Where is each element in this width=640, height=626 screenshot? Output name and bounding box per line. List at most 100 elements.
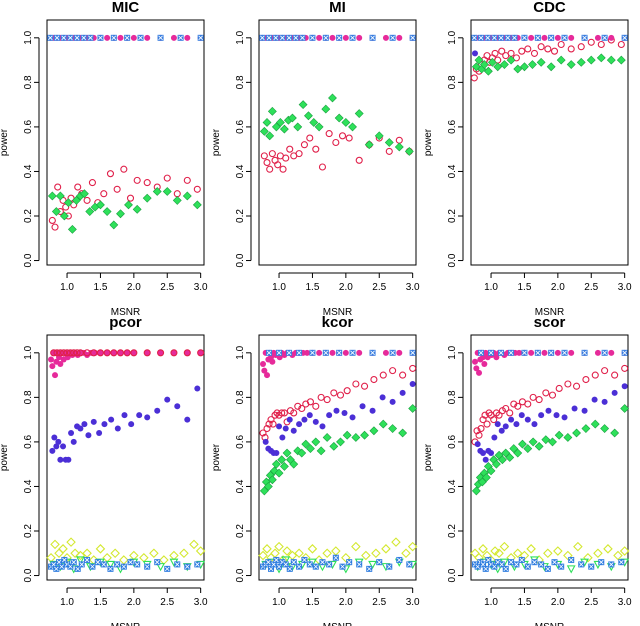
data-point-s1: [582, 375, 590, 384]
x-tick-label: 3.0: [618, 597, 632, 608]
data-point-s6-x: [568, 557, 574, 563]
data-point-s5-x: [498, 35, 504, 41]
data-point-s3: [301, 439, 311, 449]
data-point-s4: [603, 544, 613, 554]
data-point-s3: [594, 34, 601, 41]
data-point-s5: [110, 349, 117, 356]
y-tick-label: 0.4: [447, 164, 458, 178]
data-point-s1: [507, 49, 515, 57]
data-point-s6-x: [296, 564, 302, 569]
data-point-s6-x: [397, 557, 402, 563]
data-point-s3: [581, 424, 591, 433]
data-point-s6-x: [552, 559, 557, 565]
data-point-s3: [408, 404, 418, 413]
data-point-s3: [620, 404, 630, 413]
data-point-s1: [279, 165, 287, 173]
data-point-s3: [271, 459, 281, 469]
data-point-s3: [274, 468, 284, 478]
data-point-s2: [70, 548, 80, 559]
data-point-s4-x: [410, 35, 415, 41]
data-point-s1: [470, 74, 478, 82]
data-point-s1: [510, 400, 518, 408]
data-point-s4-x: [260, 35, 265, 41]
x-tick-label: 2.5: [584, 282, 598, 293]
data-point-s1: [495, 411, 503, 419]
data-point-s2: [46, 552, 56, 563]
data-point-s6-x: [578, 562, 584, 567]
data-point-s4-x: [185, 564, 190, 569]
data-point-s2: [172, 195, 182, 205]
data-point-s4-x: [59, 564, 64, 569]
data-point-s2: [55, 191, 65, 201]
data-point-s4: [543, 548, 553, 559]
data-point-s1: [325, 130, 333, 138]
data-point-s7: [382, 349, 389, 356]
data-point-s4-x: [138, 35, 143, 41]
data-point-s1: [506, 409, 514, 417]
data-point-s2: [169, 550, 179, 561]
data-point-s2: [304, 111, 313, 121]
data-point-s4-x: [390, 35, 395, 41]
data-point-s2: [483, 66, 493, 76]
data-point-s2: [119, 555, 129, 565]
data-point-s2: [309, 118, 319, 127]
data-point-s2: [596, 53, 606, 63]
data-point-s4-x: [178, 35, 183, 41]
data-point-s3: [471, 486, 481, 496]
data-point-s1: [100, 190, 108, 198]
data-point-s6: [76, 349, 84, 357]
data-point-s4-x: [79, 562, 85, 567]
data-point-s2: [409, 381, 416, 387]
data-point-s2: [116, 209, 125, 219]
data-point-s3: [378, 419, 388, 429]
data-point-s6-x: [320, 559, 325, 565]
data-point-s2: [359, 403, 366, 410]
x-tick-label: 2.0: [551, 282, 565, 293]
data-point-s2: [301, 416, 308, 423]
data-point-s1: [286, 145, 294, 153]
data-point-s6: [90, 349, 98, 357]
data-point-s1: [278, 409, 286, 417]
plot-frame: [258, 334, 417, 581]
data-point-s1: [535, 396, 543, 404]
data-point-s1: [542, 389, 550, 397]
data-point-s6: [143, 349, 151, 357]
data-point-s4: [407, 541, 418, 552]
data-point-s1: [567, 45, 575, 53]
data-point-s3: [388, 424, 398, 433]
y-tick-label: 1.0: [235, 30, 246, 44]
data-point-s8-x: [350, 350, 355, 356]
data-point-s4: [331, 546, 341, 556]
panel-MIC: MIC 0.0 0.2 0.4 0.6 0.8 1.0 power 1.0 1.5 2.0 2.5 3.…: [0, 0, 208, 318]
data-point-s4-x: [124, 35, 130, 41]
data-point-s4-x: [84, 557, 90, 563]
x-tick-label: 2.5: [160, 282, 174, 293]
data-point-s3: [329, 441, 339, 451]
data-point-s7: [481, 360, 488, 367]
data-point-s7: [261, 367, 268, 374]
data-point-s4: [583, 552, 593, 563]
data-point-s1: [68, 430, 75, 436]
y-tick-label: 0.0: [447, 568, 458, 582]
data-point-s2: [536, 57, 546, 67]
data-point-s1: [133, 176, 141, 184]
data-point-s1: [294, 402, 302, 410]
panel-title: MIC: [112, 0, 140, 16]
data-point-s2: [159, 555, 169, 565]
data-point-s3: [360, 430, 369, 440]
data-point-s4-x: [54, 35, 60, 41]
x-tick-label: 2.0: [127, 597, 141, 608]
data-point-s4-x: [88, 35, 93, 41]
data-point-s2: [520, 62, 529, 72]
data-point-s3: [144, 34, 151, 41]
y-tick-label: 0.0: [23, 568, 34, 582]
x-tick-label: 2.0: [339, 597, 353, 608]
data-point-s2: [152, 187, 162, 196]
data-point-s2: [524, 416, 531, 423]
data-point-s1: [352, 380, 360, 388]
data-point-s2: [267, 106, 277, 116]
data-point-s1: [529, 393, 537, 401]
data-point-s1: [498, 47, 506, 55]
panel-title: scor: [534, 314, 566, 331]
